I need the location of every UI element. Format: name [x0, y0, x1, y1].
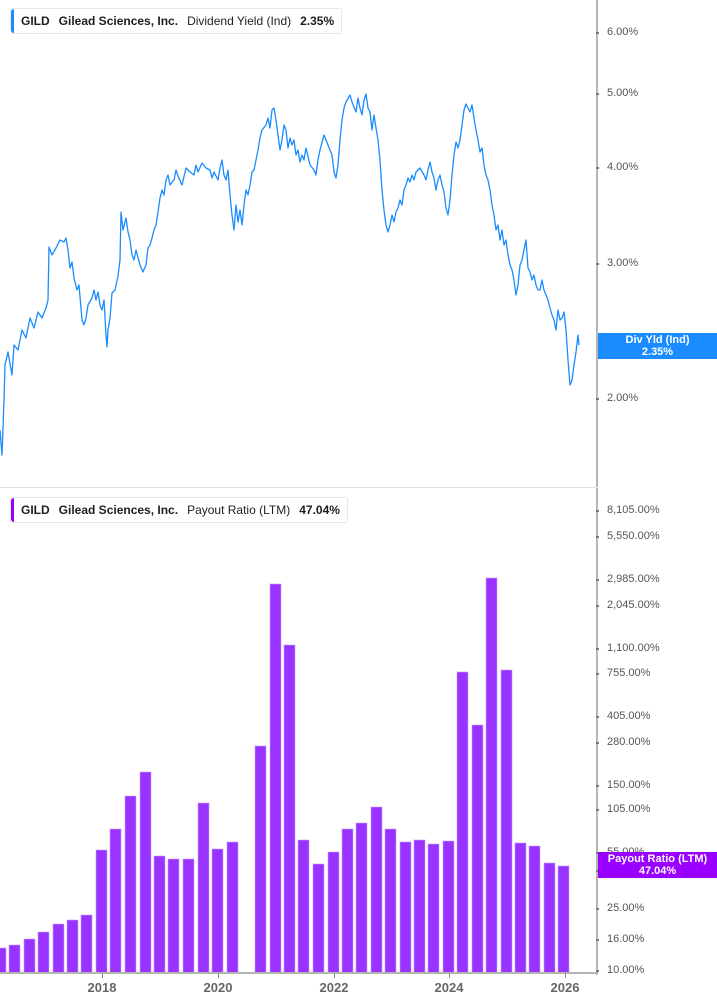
bar: [485, 577, 498, 974]
x-axis-label: 2020: [203, 980, 233, 995]
bar: [211, 848, 224, 974]
bar: [124, 795, 137, 974]
bar: [226, 841, 239, 974]
current-value-tag: Payout Ratio (LTM) 47.04%: [598, 852, 717, 878]
y-axis-line: [596, 0, 598, 487]
x-tick: [102, 973, 103, 978]
tag-label: Div Yld (Ind): [625, 334, 690, 346]
bar: [355, 822, 368, 974]
legend-company-name: Gilead Sciences, Inc.: [58, 14, 179, 28]
bar: [341, 828, 354, 974]
bar: [23, 938, 36, 974]
bar: [427, 843, 440, 974]
bar: [8, 944, 21, 974]
legend-color-swatch: [11, 498, 14, 522]
x-axis-label: 2022: [319, 980, 349, 995]
bar: [500, 669, 513, 974]
x-axis-label: 2018: [87, 980, 117, 995]
bar: [528, 845, 541, 974]
bar: [413, 839, 426, 974]
legend-metric: Payout Ratio (LTM): [187, 503, 291, 517]
bar: [370, 806, 383, 974]
bar: [80, 914, 93, 974]
dividend-yield-legend[interactable]: GILD Gilead Sciences, Inc. Dividend Yiel…: [10, 8, 343, 34]
dividend-yield-panel: GILD Gilead Sciences, Inc. Dividend Yiel…: [0, 0, 717, 487]
bar: [153, 855, 166, 974]
x-axis-line: [0, 972, 598, 974]
current-value-tag: Div Yld (Ind) 2.35%: [598, 333, 717, 359]
tag-value: 2.35%: [641, 346, 674, 358]
bar: [442, 840, 455, 974]
bar: [312, 863, 325, 974]
bar: [269, 583, 282, 974]
bar: [283, 644, 296, 974]
bar: [297, 839, 310, 974]
panel-divider[interactable]: [0, 487, 596, 488]
tag-label: Payout Ratio (LTM): [607, 853, 708, 865]
bar: [66, 919, 79, 974]
x-axis-label: 2026: [550, 980, 580, 995]
legend-company-name: Gilead Sciences, Inc.: [58, 503, 179, 517]
legend-value: 2.35%: [300, 14, 335, 28]
bar: [557, 865, 570, 974]
bar: [327, 851, 340, 974]
legend-ticker: GILD: [21, 503, 50, 517]
dividend-yield-line: [0, 93, 580, 456]
bar: [456, 671, 469, 974]
x-axis-label: 2024: [434, 980, 464, 995]
bar: [399, 841, 412, 974]
bar: [167, 858, 180, 974]
bar: [139, 771, 152, 974]
x-tick: [218, 973, 219, 978]
payout-ratio-panel: GILD Gilead Sciences, Inc. Payout Ratio …: [0, 488, 717, 1005]
bar: [254, 745, 267, 974]
bar: [182, 858, 195, 974]
tag-value: 47.04%: [638, 865, 677, 877]
y-axis-line: [596, 488, 598, 975]
legend-ticker: GILD: [21, 14, 50, 28]
legend-color-swatch: [11, 9, 14, 33]
bar: [109, 828, 122, 974]
x-tick: [449, 973, 450, 978]
bar: [514, 842, 527, 974]
legend-value: 47.04%: [299, 503, 340, 517]
bar: [0, 947, 7, 974]
x-tick: [565, 973, 566, 978]
bar: [95, 849, 108, 974]
bar: [52, 923, 65, 974]
legend-metric: Dividend Yield (Ind): [187, 14, 292, 28]
bar: [543, 862, 556, 974]
bar: [384, 828, 397, 974]
bar: [37, 931, 50, 974]
dividend-yield-line-chart: [0, 93, 580, 456]
x-tick: [334, 973, 335, 978]
payout-ratio-bar-chart: [0, 577, 570, 974]
bar: [471, 724, 484, 974]
payout-ratio-legend[interactable]: GILD Gilead Sciences, Inc. Payout Ratio …: [10, 497, 348, 523]
bar: [197, 802, 210, 974]
